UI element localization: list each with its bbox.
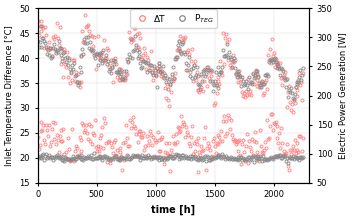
Y-axis label: Electric Power Generation [W]: Electric Power Generation [W] [338,32,347,159]
Y-axis label: Inlet Temperature Difference [°C]: Inlet Temperature Difference [°C] [5,25,14,166]
Legend: ΔT, P$_{TEG}$: ΔT, P$_{TEG}$ [130,9,216,28]
X-axis label: time [h]: time [h] [151,205,195,215]
